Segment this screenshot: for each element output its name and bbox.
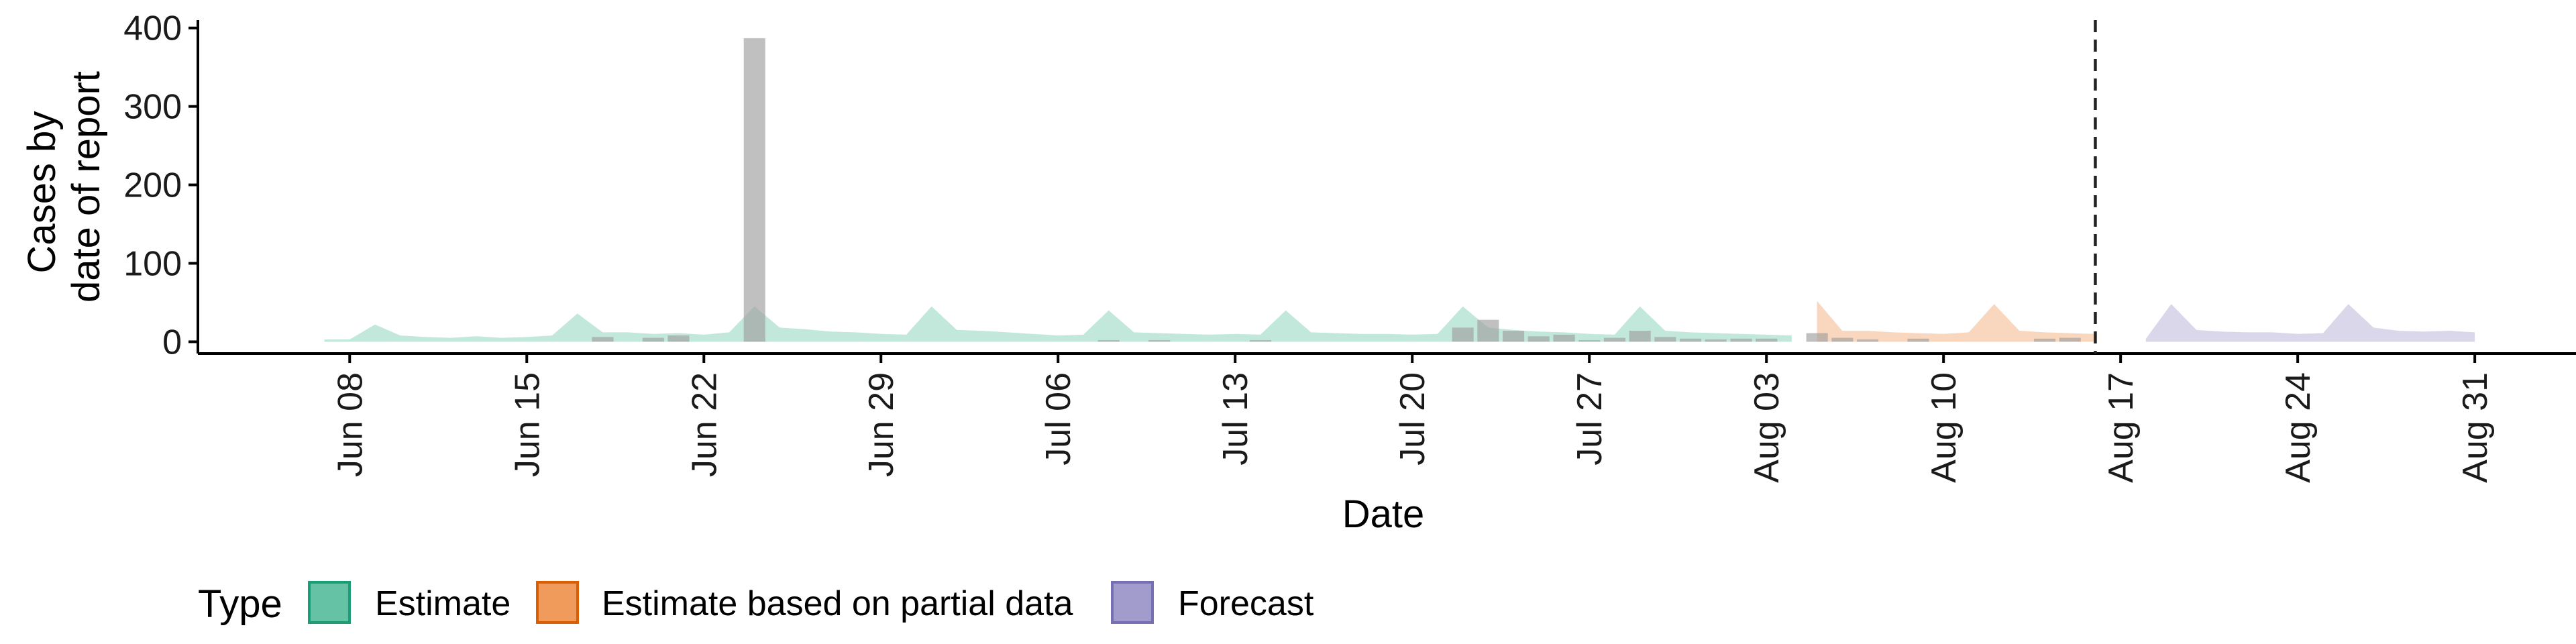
y-tick-label: 0 <box>162 323 182 362</box>
x-tick-label: Jul 06 <box>1039 372 1078 466</box>
legend-label-forecast: Forecast <box>1178 584 1314 623</box>
case-bar <box>1705 339 1727 342</box>
x-tick-label: Jun 15 <box>508 372 547 477</box>
x-tick-label: Aug 10 <box>1925 372 1964 483</box>
reported-case-bars <box>592 38 2081 342</box>
case-bar <box>1249 340 1271 342</box>
y-axis-title-line-1: Cases by <box>20 111 64 274</box>
case-bar <box>1857 339 1879 342</box>
case-bar <box>592 337 614 342</box>
case-bar <box>1629 331 1651 342</box>
band-series-1 <box>1817 301 2096 342</box>
case-bar <box>1756 338 1778 342</box>
legend-key-partial <box>536 581 579 624</box>
axes <box>197 20 2576 355</box>
legend-key-forecast <box>1111 581 1154 624</box>
estimate-bands <box>324 301 2475 342</box>
band-series-2 <box>2145 304 2475 342</box>
case-bar <box>1907 338 1929 342</box>
x-tick-label: Jun 29 <box>862 372 901 477</box>
legend-label-estimate: Estimate <box>375 584 511 623</box>
y-axis-title: Cases by date of report <box>20 71 108 303</box>
x-tick-label: Jul 13 <box>1216 372 1255 466</box>
case-bar <box>1477 319 1499 342</box>
y-tick-label: 400 <box>123 9 182 48</box>
case-bar <box>1654 337 1676 342</box>
y-tick-label: 300 <box>123 88 182 127</box>
x-tick-label: Aug 03 <box>1748 372 1786 483</box>
x-tick-label: Jun 22 <box>685 372 724 477</box>
case-bar <box>1097 340 1120 342</box>
case-bar <box>1578 340 1601 342</box>
y-tick-label: 200 <box>123 166 182 205</box>
x-tick-label: Jun 08 <box>331 372 370 477</box>
case-bar <box>1730 338 1752 342</box>
x-tick-label: Jul 20 <box>1393 372 1432 466</box>
x-ticks: Jun 08 Jun 15 Jun 22 Jun 29 Jul 06 Jul 13 Jul … <box>331 354 2495 483</box>
case-bar <box>2059 337 2081 342</box>
case-bar <box>1806 333 1828 342</box>
y-ticks: 0 100 200 300 400 <box>123 9 198 362</box>
case-bar <box>743 38 765 342</box>
case-bar <box>667 335 690 342</box>
case-bar <box>1148 340 1171 342</box>
case-bar <box>1452 327 1474 342</box>
y-axis-title-line-2: date of report <box>64 71 108 303</box>
case-bar <box>1527 336 1550 342</box>
legend-label-partial: Estimate based on partial data <box>602 584 1073 623</box>
x-tick-label: Aug 31 <box>2456 372 2495 483</box>
legend-title: Type <box>198 582 282 626</box>
case-bar <box>1680 338 1702 342</box>
y-tick-label: 100 <box>123 245 182 284</box>
legend-key-estimate <box>308 581 351 624</box>
case-bar <box>1503 331 1525 342</box>
case-bar <box>1831 337 1854 342</box>
case-bar <box>1603 337 1625 342</box>
case-bar <box>2034 338 2056 342</box>
case-bar <box>1553 334 1575 342</box>
x-tick-label: Aug 24 <box>2279 372 2318 483</box>
x-tick-label: Aug 17 <box>2102 372 2141 483</box>
case-bar <box>642 337 664 342</box>
x-tick-label: Jul 27 <box>1570 372 1609 466</box>
legend: Type Estimate Estimate based on partial … <box>198 581 1314 626</box>
x-axis-title: Date <box>1342 492 1425 536</box>
